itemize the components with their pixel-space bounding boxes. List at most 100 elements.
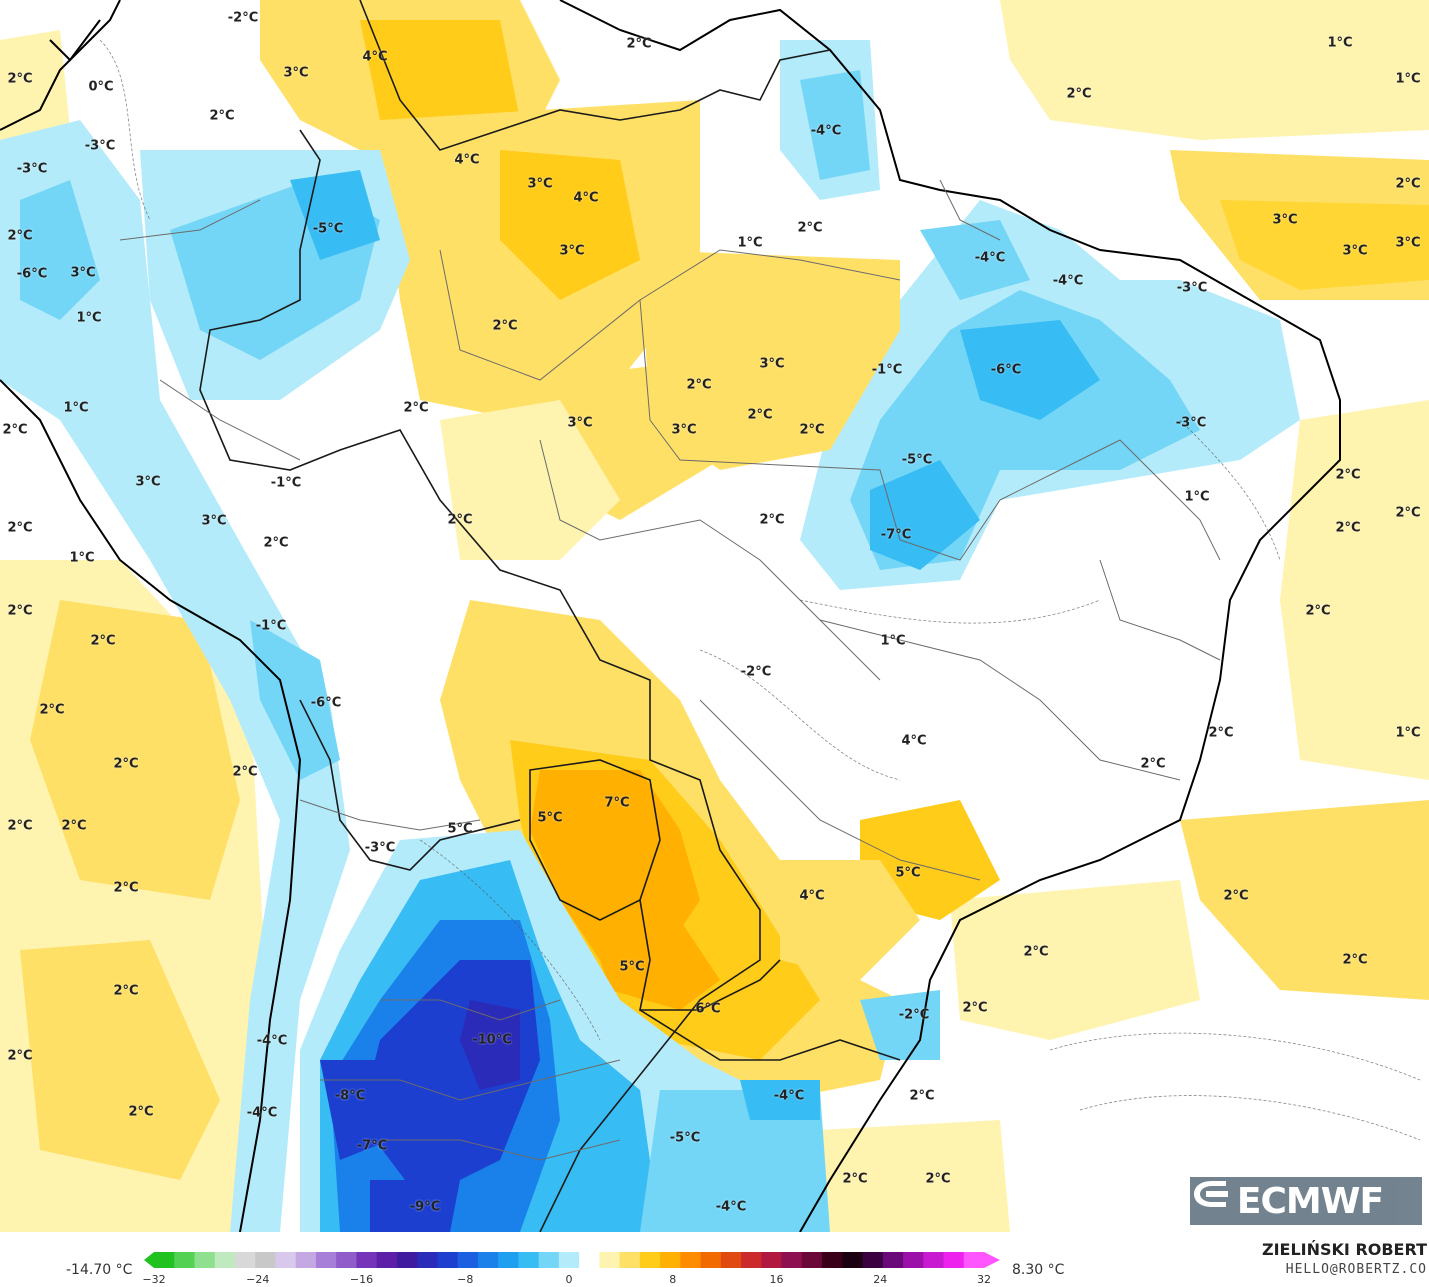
author-credit: ZIELIŃSKI ROBERT (1261, 1240, 1427, 1259)
colorbar-segment (943, 1252, 965, 1268)
temperature-label: 1°C (737, 235, 763, 251)
temperature-label: 1°C (1395, 71, 1421, 87)
temperature-label: 2°C (7, 1048, 33, 1064)
temperature-label: 2°C (1208, 725, 1234, 741)
colorbar-segment (275, 1252, 297, 1268)
temperature-label: -6°C (990, 362, 1022, 378)
temperature-label: 3°C (1272, 212, 1298, 228)
temperature-colorbar (144, 1252, 1000, 1268)
temperature-label: 2°C (1395, 505, 1421, 521)
temperature-label: -4°C (256, 1033, 288, 1049)
colorbar-segment (660, 1252, 681, 1268)
temperature-label: -4°C (810, 123, 842, 139)
colorbar-segment (498, 1252, 519, 1268)
temperature-label: 2°C (626, 36, 652, 52)
temperature-label: 2°C (686, 377, 712, 393)
temperature-label: 1°C (69, 550, 95, 566)
temperature-label: 4°C (573, 190, 599, 206)
temperature-label: 4°C (362, 49, 388, 65)
contour-lines (99, 39, 1421, 1141)
temperature-label: 2°C (1066, 86, 1092, 102)
temperature-label: -4°C (773, 1088, 805, 1104)
temperature-label: 2°C (962, 1000, 988, 1016)
temperature-label: -4°C (1052, 273, 1084, 289)
temperature-label: 4°C (454, 152, 480, 168)
colorbar-segment (538, 1252, 560, 1268)
temperature-label: 2°C (492, 318, 518, 334)
temperature-label: 5°C (447, 821, 473, 837)
temperature-label: 2°C (1335, 520, 1361, 536)
colorbar-segment (579, 1252, 600, 1268)
temperature-label: 2°C (113, 880, 139, 896)
temperature-label: -8°C (334, 1088, 366, 1104)
colorbar-segment (457, 1252, 479, 1268)
temperature-label: 2°C (1223, 888, 1249, 904)
temperature-label: 1°C (76, 310, 102, 326)
colorbar-max-arrow (984, 1252, 1000, 1268)
colorbar-tick-label: 24 (873, 1273, 888, 1286)
colorbar-segment (741, 1252, 762, 1268)
temperature-label: 2°C (113, 756, 139, 772)
temperature-label: 2°C (797, 220, 823, 236)
temperature-label: 2°C (7, 603, 33, 619)
temperature-label: 2°C (799, 422, 825, 438)
author-email: HELLO@ROBERTZ.CO (1285, 1262, 1427, 1277)
colorbar-segment (356, 1252, 378, 1268)
colorbar-segment (781, 1252, 803, 1268)
colorbar-min-arrow (144, 1252, 154, 1268)
temperature-label: 7°C (604, 795, 630, 811)
temperature-label: 2°C (1335, 467, 1361, 483)
temperature-label: 2°C (7, 520, 33, 536)
ecmwf-logo: ECMWF (1190, 1177, 1422, 1225)
temperature-label: 6°C (695, 1001, 721, 1017)
temperature-label: -3°C (84, 138, 116, 154)
temperature-label: -2°C (898, 1007, 930, 1023)
colorbar-segment (417, 1252, 438, 1268)
temperature-label: 3°C (567, 415, 593, 431)
temperature-label: 2°C (232, 764, 258, 780)
colorbar-segment (558, 1252, 580, 1268)
temperature-label: -1°C (255, 618, 287, 634)
temperature-label: -4°C (974, 250, 1006, 266)
temperature-label: 1°C (880, 633, 906, 649)
temperature-label: -5°C (901, 452, 933, 468)
temperature-label: 2°C (113, 983, 139, 999)
temperature-label: 2°C (842, 1171, 868, 1187)
temperature-label: 3°C (671, 422, 697, 438)
temperature-label: -4°C (246, 1105, 278, 1121)
temperature-label: 2°C (90, 633, 116, 649)
colorbar-segment (518, 1252, 540, 1268)
temperature-label: -10°C (472, 1032, 512, 1048)
temperature-label: 2°C (1305, 603, 1331, 619)
legend-min-label: -14.70 °C (66, 1262, 133, 1278)
temperature-label: 0°C (88, 79, 114, 95)
temperature-label: -3°C (16, 161, 48, 177)
temperature-label: 4°C (799, 888, 825, 904)
temperature-label: 2°C (2, 422, 28, 438)
colorbar-segment (720, 1252, 742, 1268)
temperature-label: -7°C (880, 527, 912, 543)
temperature-label: -6°C (310, 695, 342, 711)
temperature-label: 2°C (925, 1171, 951, 1187)
colorbar-segment (882, 1252, 904, 1268)
temperature-label: 1°C (1327, 35, 1353, 51)
colorbar-segment (599, 1252, 621, 1268)
colorbar-segment (376, 1252, 398, 1268)
temperature-label: 2°C (1395, 176, 1421, 192)
colorbar-segment (963, 1252, 985, 1268)
colorbar-segment (680, 1252, 702, 1268)
temperature-label: -1°C (871, 362, 903, 378)
temperature-label: 2°C (1140, 756, 1166, 772)
temperature-fields (0, 0, 1429, 1232)
temperature-label: 2°C (209, 108, 235, 124)
colorbar-tick-label: 0 (565, 1273, 573, 1286)
temperature-label: 5°C (537, 810, 563, 826)
colorbar-segment (194, 1252, 216, 1268)
colorbar-segment (295, 1252, 317, 1268)
temperature-label: 2°C (61, 818, 87, 834)
temperature-label: 5°C (895, 865, 921, 881)
temperature-label: 3°C (283, 65, 309, 81)
colorbar-tick-label: 16 (769, 1273, 784, 1286)
temperature-label: 2°C (747, 407, 773, 423)
colorbar-segment (437, 1252, 459, 1268)
